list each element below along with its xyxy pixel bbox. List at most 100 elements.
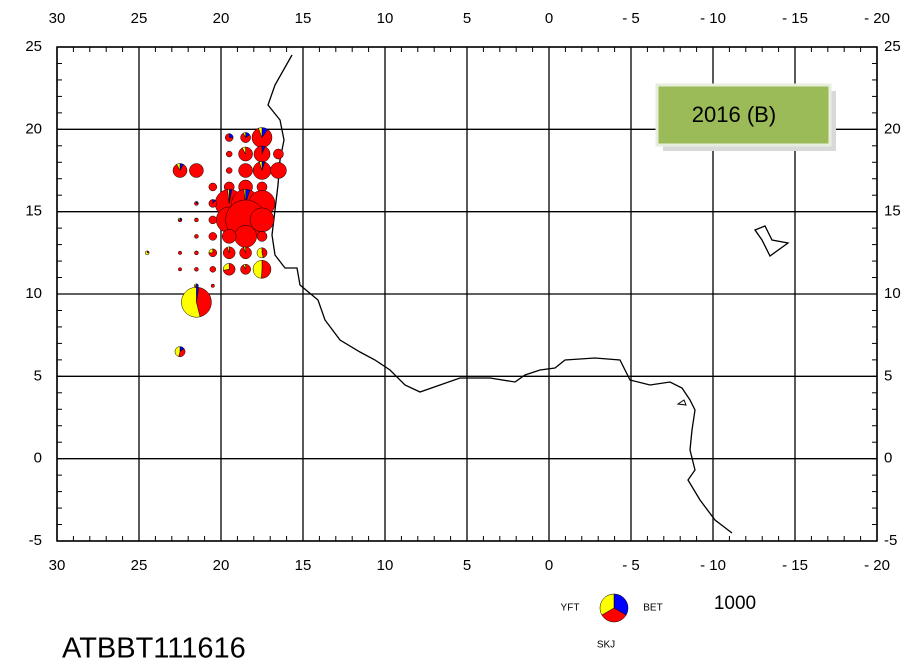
pie-slice bbox=[176, 163, 181, 171]
islet bbox=[676, 399, 687, 406]
x-tick-label-bottom: 10 bbox=[377, 557, 394, 574]
pie-slice bbox=[189, 163, 204, 178]
pie-slice bbox=[194, 250, 199, 256]
pie-slice bbox=[145, 250, 150, 256]
pie-slice bbox=[252, 161, 272, 180]
pie-slice bbox=[172, 164, 188, 178]
x-tick-label-bottom: - 20 bbox=[864, 557, 890, 574]
pie-slice bbox=[240, 132, 251, 143]
pie-slice bbox=[258, 127, 263, 138]
x-tick-label-bottom: 20 bbox=[213, 557, 230, 574]
x-tick-label-top: - 20 bbox=[864, 10, 890, 27]
pie-slice bbox=[242, 132, 246, 138]
y-tick-label-left: 0 bbox=[34, 450, 42, 467]
y-tick-label-right: 0 bbox=[884, 450, 892, 467]
y-tick-label-left: 20 bbox=[25, 120, 42, 137]
x-tick-label-bottom: 30 bbox=[49, 557, 66, 574]
pie-slice bbox=[194, 267, 199, 272]
pie-slice bbox=[194, 201, 199, 206]
pie-slice bbox=[227, 189, 230, 204]
pie-slice bbox=[181, 286, 201, 318]
pie-slice bbox=[253, 145, 271, 163]
x-tick-label-top: 10 bbox=[377, 10, 394, 27]
pie-slice bbox=[270, 162, 287, 179]
pie-slice bbox=[241, 146, 246, 155]
x-tick-label-top: 0 bbox=[545, 10, 553, 27]
pie-slice bbox=[178, 250, 182, 255]
pie-slice bbox=[208, 215, 218, 225]
pie-slice bbox=[225, 150, 233, 158]
pie-slice bbox=[194, 234, 199, 239]
y-tick-label-right: 10 bbox=[884, 285, 901, 302]
pie-slice bbox=[196, 287, 212, 318]
pie-slice bbox=[224, 133, 234, 142]
legend-label: YFT bbox=[561, 603, 580, 614]
pie-slice bbox=[261, 260, 272, 279]
pie-slice bbox=[225, 167, 233, 174]
pie-slice bbox=[256, 247, 264, 259]
x-tick-label-bottom: 25 bbox=[131, 557, 148, 574]
pie-slice bbox=[177, 219, 183, 223]
y-tick-label-left: 15 bbox=[25, 203, 42, 220]
y-tick-label-right: 20 bbox=[884, 120, 901, 137]
pie-slice bbox=[178, 267, 182, 272]
x-tick-label-bottom: 0 bbox=[545, 557, 553, 574]
x-tick-label-bottom: 15 bbox=[295, 557, 312, 574]
x-tick-label-bottom: 5 bbox=[463, 557, 471, 574]
x-tick-label-top: 5 bbox=[463, 10, 471, 27]
x-tick-label-top: - 10 bbox=[700, 10, 726, 27]
y-tick-label-left: 5 bbox=[34, 367, 42, 384]
pie-slice bbox=[174, 346, 181, 357]
pie-slice bbox=[243, 246, 246, 253]
y-tick-label-left: -5 bbox=[29, 532, 42, 549]
x-tick-label-top: 15 bbox=[295, 10, 312, 27]
pie-slice bbox=[208, 199, 218, 208]
map-frame bbox=[56, 46, 878, 542]
y-tick-label-left: 25 bbox=[25, 38, 42, 55]
legend-slice bbox=[599, 593, 615, 616]
y-tick-label-right: -5 bbox=[884, 532, 897, 549]
pie-slice bbox=[226, 246, 230, 253]
pie-slice bbox=[234, 225, 257, 248]
pie-slice bbox=[194, 283, 197, 287]
title-box bbox=[655, 83, 832, 147]
legend-slice bbox=[601, 607, 627, 623]
pie-slice bbox=[252, 260, 263, 279]
legend-size-label: 1000 bbox=[714, 593, 756, 614]
pie-slice bbox=[194, 217, 199, 223]
pie-slice bbox=[223, 263, 230, 271]
map-title: 2016 (B) bbox=[692, 102, 776, 127]
x-tick-label-top: 25 bbox=[131, 10, 148, 27]
legend-label: SKJ bbox=[597, 640, 615, 651]
x-tick-label-top: - 15 bbox=[782, 10, 808, 27]
x-tick-label-bottom: - 15 bbox=[782, 557, 808, 574]
y-tick-label-right: 25 bbox=[884, 38, 901, 55]
pie-slice bbox=[208, 182, 218, 192]
x-tick-label-top: 30 bbox=[49, 10, 66, 27]
y-tick-label-left: 10 bbox=[25, 285, 42, 302]
map-code: ATBBT111616 bbox=[62, 633, 246, 664]
pie-slice bbox=[258, 161, 263, 171]
y-tick-label-right: 15 bbox=[884, 203, 901, 220]
x-tick-label-bottom: - 10 bbox=[700, 557, 726, 574]
pie-slice bbox=[208, 232, 218, 241]
x-tick-label-top: - 5 bbox=[622, 10, 640, 27]
pie-slice bbox=[273, 148, 284, 160]
pie-slice bbox=[221, 229, 237, 244]
pie-slice bbox=[238, 163, 253, 178]
pie-slice bbox=[210, 283, 215, 288]
island bbox=[753, 225, 790, 257]
pie-slice bbox=[209, 266, 217, 273]
legend-label: BET bbox=[643, 603, 662, 614]
x-tick-label-bottom: - 5 bbox=[622, 557, 640, 574]
pie-slice bbox=[177, 217, 181, 221]
pie-slice bbox=[256, 231, 268, 242]
y-tick-label-right: 5 bbox=[884, 367, 892, 384]
coastline bbox=[267, 54, 733, 534]
pie-slice bbox=[208, 248, 214, 254]
pie-slice bbox=[196, 283, 199, 288]
pie-slice bbox=[249, 207, 275, 233]
x-tick-label-top: 20 bbox=[213, 10, 230, 27]
pie-slice bbox=[242, 264, 246, 270]
